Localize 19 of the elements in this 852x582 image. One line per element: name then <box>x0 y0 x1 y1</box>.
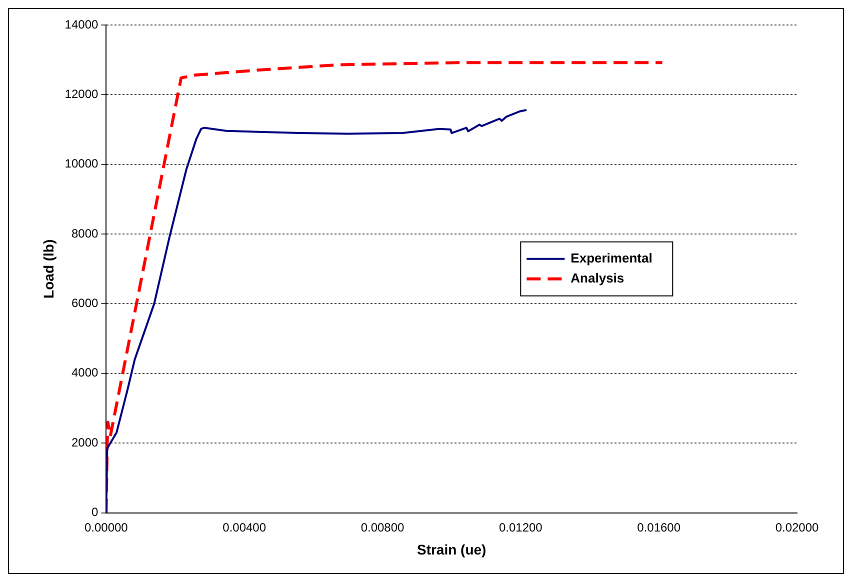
y-axis-title: Load (lb) <box>40 239 56 298</box>
x-tick-label: 0.01200 <box>498 520 543 534</box>
legend-label: Analysis <box>570 270 624 286</box>
y-tick-label: 10000 <box>64 156 98 171</box>
x-tick-label: 0.01600 <box>637 520 681 534</box>
x-tick-label: 0.00800 <box>360 520 405 534</box>
legend-label: Experimental <box>570 250 652 266</box>
y-tick-label: 8000 <box>71 226 98 240</box>
y-tick-label: 14000 <box>64 17 98 32</box>
x-tick-label: 0.02000 <box>775 520 820 534</box>
y-tick-label: 6000 <box>71 296 98 310</box>
y-tick-label: 4000 <box>71 366 98 380</box>
line-series <box>106 61 664 513</box>
x-axis-title: Strain (ue) <box>416 541 486 558</box>
y-tick-label: 2000 <box>71 435 98 450</box>
y-tick-label: 12000 <box>64 87 98 101</box>
y-tick-label: 0 <box>91 505 98 520</box>
x-tick-label: 0.00400 <box>222 520 266 534</box>
x-tick-label: 0.00000 <box>84 520 128 534</box>
